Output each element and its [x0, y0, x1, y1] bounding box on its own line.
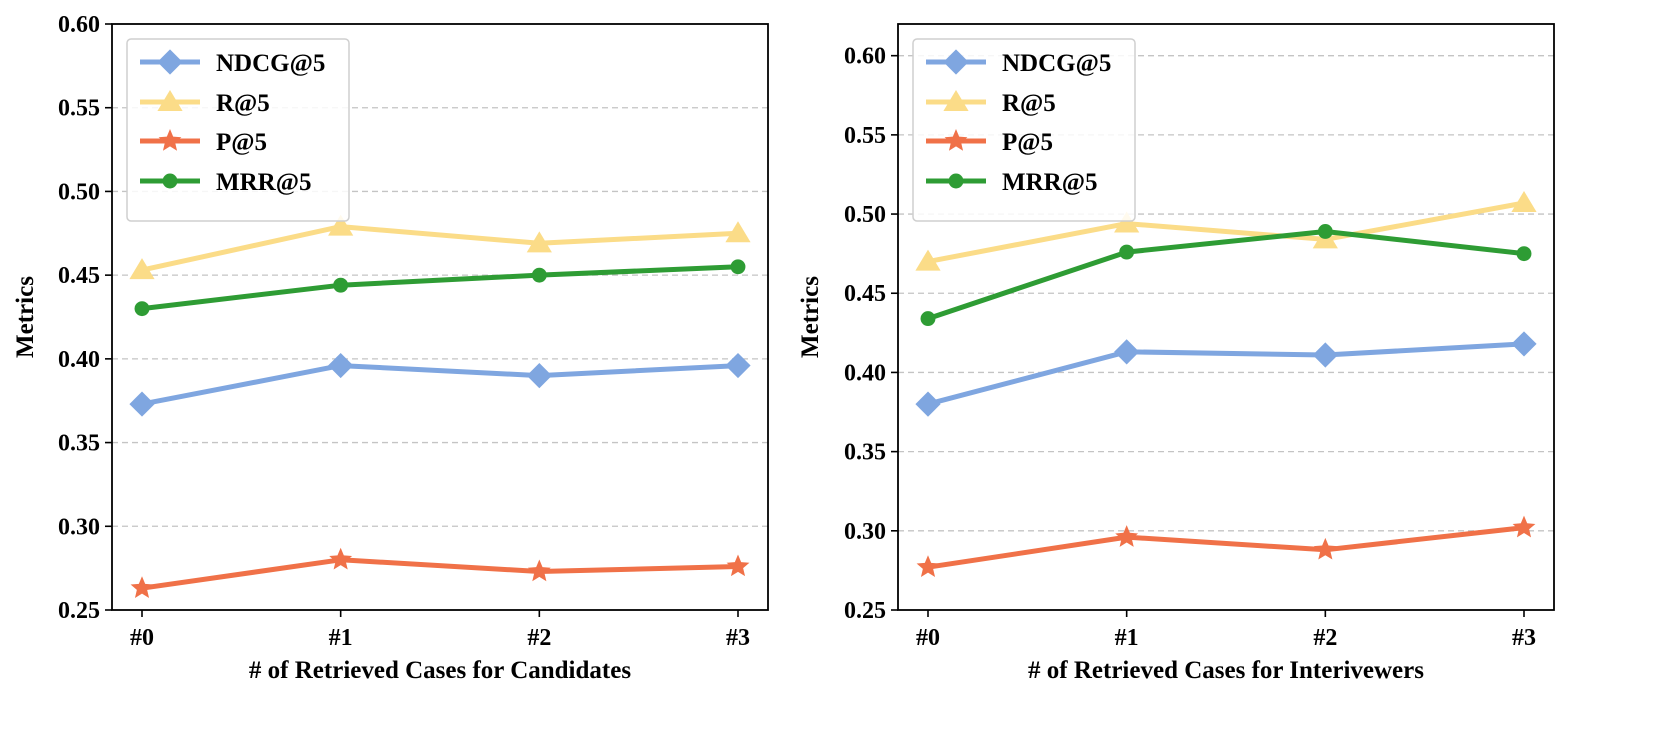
data-point-star — [130, 576, 154, 598]
data-point-diamond — [328, 352, 354, 379]
legend-marker-circle — [948, 173, 964, 189]
data-point-triangle — [526, 231, 552, 253]
data-point-diamond — [129, 391, 155, 417]
legend-marker-diamond — [943, 49, 969, 75]
data-point-circle — [730, 259, 746, 275]
data-point-circle — [134, 301, 150, 317]
legend-label: R@5 — [216, 90, 270, 117]
legend-label: MRR@5 — [1002, 169, 1097, 196]
data-point-diamond — [915, 391, 941, 417]
data-point-diamond — [1511, 331, 1537, 357]
x-tick-label: #1 — [1115, 625, 1139, 651]
x-tick-label: #3 — [1512, 625, 1536, 651]
data-point-star — [916, 555, 940, 577]
data-point-triangle — [1114, 211, 1140, 233]
y-tick-label: 0.50 — [844, 202, 886, 228]
legend-label: P@5 — [216, 129, 267, 156]
series-line-r-at-5 — [141, 224, 739, 273]
legend-label: NDCG@5 — [1002, 50, 1111, 77]
data-point-triangle — [725, 221, 751, 243]
x-tick-label: #2 — [527, 625, 551, 651]
axes-frame — [897, 23, 1555, 611]
series-line-ndcg-at-5 — [927, 341, 1525, 407]
y-tick-label: 0.45 — [844, 281, 886, 307]
y-tick-label: 0.30 — [58, 514, 100, 540]
data-point-triangle — [915, 249, 941, 271]
axes-frame — [111, 23, 769, 611]
data-point-triangle — [328, 214, 354, 236]
data-point-circle — [920, 311, 936, 327]
series-line-p-at-5 — [927, 525, 1525, 570]
data-point-triangle — [129, 258, 155, 280]
left-chart-panel: 0.25 0.30 0.35 0.40 0.45 0.50 0.55 0.60 #0 #1 #2 #3… — [12, 12, 769, 684]
data-point-diamond — [1312, 342, 1338, 368]
data-point-circle — [1516, 246, 1532, 262]
data-point-triangle — [1511, 190, 1537, 212]
data-point-diamond — [526, 363, 552, 389]
legend: NDCG@5 R@5 P@5 MRR@5 — [126, 38, 350, 222]
y-tick-label: 0.55 — [844, 123, 886, 149]
x-tick-label: #2 — [1313, 625, 1337, 651]
y-tick-label: 0.40 — [844, 360, 886, 386]
y-tick-label: 0.60 — [58, 12, 100, 38]
y-tick-label: 0.35 — [844, 440, 886, 466]
data-point-star — [329, 547, 353, 570]
data-point-circle — [1317, 224, 1333, 239]
legend-marker-triangle — [943, 90, 969, 111]
x-tick-label: #3 — [726, 625, 750, 651]
legend-marker-circle — [162, 173, 178, 189]
y-axis-label: Metrics — [797, 276, 824, 358]
data-point-diamond — [725, 352, 751, 379]
right-chart-panel: 0.25 0.30 0.35 0.40 0.45 0.50 0.55 0.60 #0 #1 #2 #3… — [797, 23, 1555, 684]
legend-marker-diamond — [157, 49, 183, 75]
x-axis-label: # of Retrieved Cases for Candidates — [249, 657, 631, 684]
data-point-circle — [531, 267, 547, 283]
data-point-diamond — [1114, 339, 1140, 365]
data-point-star — [1115, 525, 1139, 547]
data-point-star — [1512, 515, 1536, 538]
y-tick-label: 0.45 — [58, 263, 100, 289]
series-line-r-at-5 — [927, 200, 1525, 265]
y-axis-label: Metrics — [12, 276, 39, 358]
x-axis-label: # of Retrieved Cases for Interivewers — [1028, 657, 1424, 684]
legend-label: P@5 — [1002, 129, 1053, 156]
data-point-star — [527, 559, 551, 582]
x-tick-label: #1 — [329, 625, 353, 651]
data-point-star — [726, 554, 750, 577]
series-line-p-at-5 — [141, 557, 739, 591]
x-tick-label: #0 — [916, 625, 940, 651]
legend-marker-star — [944, 129, 968, 151]
data-point-star — [1313, 537, 1337, 560]
y-tick-label: 0.40 — [58, 347, 100, 373]
y-tick-label: 0.25 — [844, 598, 886, 624]
y-tick-label: 0.55 — [58, 96, 100, 122]
legend-label: R@5 — [1002, 90, 1056, 117]
data-point-circle — [1119, 244, 1135, 260]
series-line-ndcg-at-5 — [141, 363, 739, 407]
y-tick-label: 0.60 — [844, 44, 886, 70]
y-tick-label: 0.30 — [844, 519, 886, 545]
legend-label: MRR@5 — [216, 169, 311, 196]
y-tick-label: 0.50 — [58, 179, 100, 205]
y-tick-label: 0.35 — [58, 431, 100, 457]
x-tick-label: #0 — [130, 625, 154, 651]
series-line-mrr-at-5 — [927, 229, 1525, 321]
legend-box — [912, 38, 1136, 222]
legend-box — [126, 38, 350, 222]
data-point-circle — [333, 277, 349, 293]
y-tick-label: 0.25 — [58, 598, 100, 624]
legend-marker-triangle — [157, 90, 183, 111]
legend: NDCG@5 R@5 P@5 MRR@5 — [912, 38, 1136, 222]
series-line-mrr-at-5 — [141, 264, 739, 312]
legend-marker-star — [158, 129, 182, 151]
legend-label: NDCG@5 — [216, 50, 325, 77]
